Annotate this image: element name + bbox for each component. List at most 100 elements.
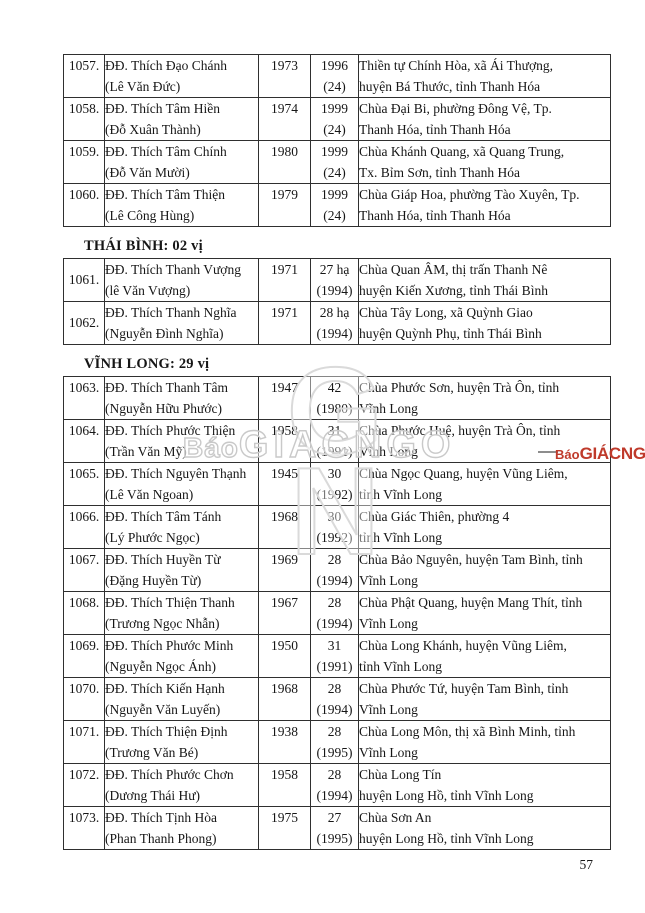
ordination-cell-ha_line1: 1999 (321, 187, 348, 202)
address-cell-address_line2: tỉnh Vĩnh Long (359, 529, 443, 545)
table-row: 1059. ĐĐ. Thích Tâm Chính (Đỗ Văn Mười) 198… (63, 140, 611, 184)
address-cell: Chùa Phật Quang, huyện Mang Thít, tỉnh Vĩ… (358, 591, 611, 635)
row-number-cell-no: 1062. (68, 314, 100, 330)
table-row: 1068. ĐĐ. Thích Thiện Thanh (Trương Ngọc N… (63, 591, 611, 635)
address-cell-address_line2: Thanh Hóa, tỉnh Thanh Hóa (359, 121, 511, 137)
address-cell: Chùa Long Môn, thị xã Bình Minh, tỉnh Vĩn… (358, 720, 611, 764)
section-header-thai-binh: THÁI BÌNH: 02 vị (84, 238, 203, 254)
ordination-cell-ha_line1: 1999 (321, 144, 348, 159)
ordination-cell: 1999 (24) (310, 140, 359, 184)
table-row: 1069. ĐĐ. Thích Phước Minh (Nguyễn Ngọc Án… (63, 634, 611, 678)
row-number-cell: 1061. (63, 258, 105, 302)
address-cell-address_line2: huyện Bá Thước, tỉnh Thanh Hóa (359, 78, 541, 94)
ordination-cell-ha_line2: (1994) (316, 787, 353, 803)
monk-name-cell: ĐĐ. Thích Tâm Tánh (Lý Phước Ngọc) (104, 505, 259, 549)
table-row: 1058. ĐĐ. Thích Tâm Hiền (Đỗ Xuân Thành) 19… (63, 97, 611, 141)
row-number-cell-no: 1069. (68, 638, 100, 653)
ordination-cell: 31 (1991) (310, 419, 359, 463)
monk-name-cell-lay_name: (Dương Thái Hư) (105, 787, 201, 803)
ordination-cell-ha_line2: (1980) (316, 400, 353, 416)
birth-year-cell-birth_year: 1968 (271, 681, 298, 696)
birth-year-cell-birth_year: 1979 (271, 187, 298, 202)
ordination-cell-ha_line2: (1992) (316, 486, 353, 502)
row-number-cell: 1073. (63, 806, 105, 850)
ordination-cell-ha_line1: 28 (327, 767, 342, 782)
monk-name-cell: ĐĐ. Thích Thiện Thanh (Trương Ngọc Nhẫn) (104, 591, 259, 635)
address-cell-address_line1: Chùa Đại Bi, phường Đông Vệ, Tp. (359, 101, 552, 116)
row-number-cell: 1059. (63, 140, 105, 184)
ordination-cell-ha_line2: (1995) (316, 830, 353, 846)
birth-year-cell: 1968 (258, 505, 311, 549)
address-cell: Chùa Tây Long, xã Quỳnh Giao huyện Quỳnh … (358, 301, 611, 345)
monk-name-cell-lay_name: (Phan Thanh Phong) (105, 830, 217, 846)
birth-year-cell: 1974 (258, 97, 311, 141)
birth-year-cell: 1967 (258, 591, 311, 635)
address-cell-address_line1: Chùa Phước Sơn, huyện Trà Ôn, tỉnh (359, 380, 560, 395)
address-cell: Chùa Quan ÂM, thị trấn Thanh Nê huyện Kiế… (358, 258, 611, 302)
monk-name-cell: ĐĐ. Thích Nguyên Thạnh (Lê Văn Ngoan) (104, 462, 259, 506)
ordination-cell-ha_line1: 42 (327, 380, 342, 395)
birth-year-cell: 1973 (258, 54, 311, 98)
birth-year-cell-birth_year: 1945 (271, 466, 298, 481)
birth-year-cell: 1971 (258, 258, 311, 302)
ordination-cell-ha_line2: (24) (323, 78, 346, 94)
roster-table-thanh-hoa: 1057. ĐĐ. Thích Đạo Chánh (Lê Văn Đức) 1973… (63, 54, 611, 227)
monk-name-cell: ĐĐ. Thích Tâm Thiện (Lê Công Hùng) (104, 183, 259, 227)
birth-year-cell-birth_year: 1958 (271, 423, 298, 438)
row-number-cell-no: 1073. (68, 810, 100, 825)
ordination-cell-ha_line1: 31 (327, 423, 342, 438)
ordination-cell: 1999 (24) (310, 183, 359, 227)
monk-name-cell-lay_name: (Nguyễn Văn Luyến) (105, 701, 221, 717)
ordination-cell-ha_line1: 30 (327, 466, 342, 481)
birth-year-cell: 1969 (258, 548, 311, 592)
monk-name-cell-lay_name: (Trương Ngọc Nhẫn) (105, 615, 220, 631)
ordination-cell-ha_line1: 28 (327, 681, 342, 696)
table-row: 1073. ĐĐ. Thích Tịnh Hòa (Phan Thanh Phong… (63, 806, 611, 850)
address-cell-address_line1: Chùa Sơn An (359, 810, 432, 825)
monk-name-cell: ĐĐ. Thích Thiện Định (Trương Văn Bé) (104, 720, 259, 764)
table-row: 1060. ĐĐ. Thích Tâm Thiện (Lê Công Hùng) 19… (63, 183, 611, 227)
row-number-cell: 1070. (63, 677, 105, 721)
birth-year-cell: 1979 (258, 183, 311, 227)
monk-name-cell-lay_name: (Lê Công Hùng) (105, 207, 195, 223)
ordination-cell-ha_line1: 27 (327, 810, 342, 825)
row-number-cell-no: 1066. (68, 509, 100, 524)
row-number-cell: 1069. (63, 634, 105, 678)
ordination-cell: 28 hạ (1994) (310, 301, 359, 345)
birth-year-cell: 1975 (258, 806, 311, 850)
monk-name-cell-name: ĐĐ. Thích Tâm Hiền (105, 101, 220, 116)
address-cell-address_line2: huyện Long Hồ, tỉnh Vĩnh Long (359, 830, 534, 846)
row-number-cell: 1071. (63, 720, 105, 764)
row-number-cell-no: 1068. (68, 595, 100, 610)
monk-name-cell: ĐĐ. Thích Phước Thiện (Trần Văn Mỹ) (104, 419, 259, 463)
address-cell: Chùa Khánh Quang, xã Quang Trung, Tx. Bỉm… (358, 140, 611, 184)
monk-name-cell-name: ĐĐ. Thích Thanh Vượng (105, 262, 241, 277)
monk-name-cell-name: ĐĐ. Thích Phước Thiện (105, 423, 236, 438)
row-number-cell-no: 1072. (68, 767, 100, 782)
address-cell-address_line2: huyện Quỳnh Phụ, tỉnh Thái Bình (359, 325, 542, 341)
monk-name-cell: ĐĐ. Thích Đạo Chánh (Lê Văn Đức) (104, 54, 259, 98)
address-cell-address_line1: Chùa Giác Thiên, phường 4 (359, 509, 510, 524)
ordination-cell-ha_line2: (1995) (316, 744, 353, 760)
row-number-cell-no: 1059. (68, 144, 100, 159)
ordination-cell: 1996 (24) (310, 54, 359, 98)
monk-name-cell-lay_name: (Lý Phước Ngọc) (105, 529, 200, 545)
monk-name-cell-lay_name: (Đặng Huyền Từ) (105, 572, 202, 588)
monk-name-cell-lay_name: (lê Văn Vượng) (105, 282, 191, 298)
monk-name-cell-name: ĐĐ. Thích Thanh Nghĩa (105, 305, 237, 320)
birth-year-cell: 1958 (258, 419, 311, 463)
birth-year-cell-birth_year: 1938 (271, 724, 298, 739)
address-cell-address_line2: Thanh Hóa, tỉnh Thanh Hóa (359, 207, 511, 223)
address-cell: Chùa Long Tín huyện Long Hồ, tỉnh Vĩnh Lo… (358, 763, 611, 807)
monk-name-cell-name: ĐĐ. Thích Tâm Tánh (105, 509, 222, 524)
monk-name-cell-name: ĐĐ. Thích Nguyên Thạnh (105, 466, 247, 481)
address-cell-address_line2: huyện Kiến Xương, tỉnh Thái Bình (359, 282, 548, 298)
row-number-cell-no: 1063. (68, 380, 100, 395)
roster-table-vinh-long: 1063. ĐĐ. Thích Thanh Tâm (Nguyễn Hữu Phướ… (63, 376, 611, 850)
address-cell: Chùa Giác Thiên, phường 4 tỉnh Vĩnh Long (358, 505, 611, 549)
birth-year-cell-birth_year: 1975 (271, 810, 298, 825)
monk-name-cell-name: ĐĐ. Thích Tâm Thiện (105, 187, 225, 202)
monk-name-cell-lay_name: (Trần Văn Mỹ) (105, 443, 187, 459)
table-row: 1062. ĐĐ. Thích Thanh Nghĩa (Nguyễn Đình N… (63, 301, 611, 345)
table-row: 1071. ĐĐ. Thích Thiện Định (Trương Văn Bé)… (63, 720, 611, 764)
